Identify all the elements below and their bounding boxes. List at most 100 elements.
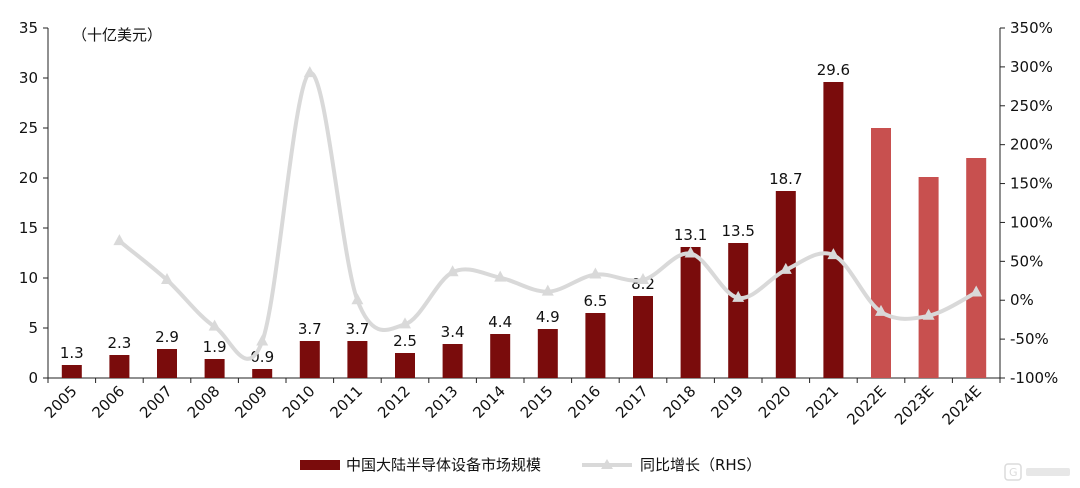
unit-label: （十亿美元） [72, 26, 162, 44]
growth-point-2020 [779, 262, 792, 274]
growth-point-2018 [684, 246, 697, 258]
right-tick-label: -50% [1010, 330, 1049, 348]
x-tick-label: 2016 [564, 382, 604, 422]
growth-point-2016 [589, 267, 602, 279]
bar-data-label: 3.7 [298, 320, 322, 338]
growth-point-2013 [446, 265, 459, 277]
growth-point-2022E [875, 304, 887, 316]
growth-point-2006 [113, 234, 126, 246]
growth-point-2014 [494, 270, 507, 282]
bar-2006 [109, 355, 130, 378]
svg-text:G: G [1009, 466, 1018, 479]
right-tick-label: 150% [1010, 175, 1053, 193]
right-tick-label: 0% [1010, 291, 1034, 309]
bar-2011 [347, 341, 368, 378]
right-tick-label: 300% [1010, 58, 1053, 76]
right-axis-ticks: -100% -50% 0% 50% 100% 150% 200% 250% 300% 350% [1000, 19, 1058, 387]
bar-2021 [823, 82, 844, 378]
bar-data-label: 3.7 [345, 320, 369, 338]
growth-point-2019 [732, 290, 745, 302]
right-tick-label: 250% [1010, 97, 1053, 115]
x-tick-label: 2013 [422, 382, 462, 422]
x-tick-label: 2015 [517, 382, 557, 422]
legend: 中国大陆半导体设备市场规模 同比增长（RHS） [300, 456, 761, 474]
growth-point-2007 [161, 273, 173, 284]
x-tick-label: 2009 [231, 382, 271, 422]
growth-point-2015 [541, 284, 554, 296]
bar-2013 [442, 344, 463, 378]
bar-2015 [537, 329, 558, 378]
growth-point-2024E [970, 285, 983, 297]
bar-2008 [204, 359, 225, 378]
right-tick-label: 350% [1010, 19, 1053, 37]
x-tick-label: 2019 [707, 382, 747, 422]
x-tick-label: 2018 [660, 382, 700, 422]
bar-2014 [490, 334, 511, 378]
bar-2022E [871, 128, 891, 378]
growth-point-2021 [827, 248, 840, 260]
bar-data-labels: 1.32.32.91.90.93.73.72.53.44.44.96.58.21… [60, 61, 850, 366]
left-tick-label: 5 [28, 319, 38, 337]
watermark-logo: G [1004, 463, 1070, 481]
x-tick-label: 2007 [136, 382, 176, 422]
bar-2016 [585, 313, 606, 378]
left-tick-label: 0 [28, 369, 38, 387]
x-axis-ticks: 2005 2006 2007 2008 2009 2010 2011 2012 2013 2014… [41, 378, 1001, 429]
x-tick-label: 2006 [88, 382, 128, 422]
bar-2020 [775, 191, 796, 378]
bar-2005 [61, 365, 82, 378]
x-tick-label: 2022E [843, 382, 889, 428]
axes [47, 28, 1001, 379]
legend-line-marker [601, 459, 613, 469]
bar-2018 [680, 247, 701, 378]
left-tick-label: 30 [19, 69, 38, 87]
legend-bar-label: 中国大陆半导体设备市场规模 [346, 456, 541, 474]
bar-data-label: 18.7 [769, 170, 802, 188]
left-tick-label: 35 [19, 19, 38, 37]
right-tick-label: -100% [1010, 369, 1058, 387]
bar-data-label: 2.5 [393, 332, 417, 350]
legend-bar-swatch [300, 460, 340, 470]
line-series [113, 66, 983, 361]
x-tick-label: 2023E [891, 382, 937, 428]
x-tick-label: 2024E [939, 382, 985, 428]
right-tick-label: 200% [1010, 136, 1053, 154]
x-tick-label: 2010 [279, 382, 319, 422]
bar-2009 [252, 369, 273, 378]
bar-2012 [395, 353, 415, 378]
bar-2010 [299, 341, 320, 378]
left-tick-label: 10 [19, 269, 38, 287]
growth-point-2008 [208, 319, 221, 331]
growth-point-2009 [256, 334, 269, 346]
growth-point-2012 [399, 317, 411, 329]
bar-data-label: 29.6 [817, 61, 850, 79]
bar-data-label: 4.4 [488, 313, 512, 331]
bar-data-label: 2.9 [155, 328, 179, 346]
x-tick-label: 2012 [374, 382, 414, 422]
bar-data-label: 1.3 [60, 344, 84, 362]
x-tick-label: 2014 [469, 382, 509, 422]
left-tick-label: 15 [19, 219, 38, 237]
x-tick-label: 2021 [802, 382, 842, 422]
bar-data-label: 3.4 [441, 323, 465, 341]
growth-point-2017 [637, 273, 649, 284]
right-tick-label: 50% [1010, 252, 1043, 270]
bar-data-label: 1.9 [203, 338, 227, 356]
bar-series [61, 82, 987, 378]
x-tick-label: 2011 [326, 382, 366, 422]
growth-point-2023E [922, 308, 935, 320]
x-tick-label: 2005 [41, 382, 81, 422]
x-tick-label: 2017 [612, 382, 652, 422]
legend-line-label: 同比增长（RHS） [640, 456, 761, 474]
bar-data-label: 4.9 [536, 308, 560, 326]
bar-data-label: 2.3 [107, 334, 131, 352]
bar-data-label: 6.5 [583, 292, 607, 310]
bar-data-label: 13.5 [721, 222, 754, 240]
left-axis-ticks: 0 5 10 15 20 25 30 35 [19, 19, 48, 387]
x-tick-label: 2020 [755, 382, 795, 422]
bar-data-label: 13.1 [674, 226, 707, 244]
growth-point-2011 [351, 293, 364, 305]
right-tick-label: 100% [1010, 213, 1053, 231]
bar-2024E [966, 158, 987, 378]
